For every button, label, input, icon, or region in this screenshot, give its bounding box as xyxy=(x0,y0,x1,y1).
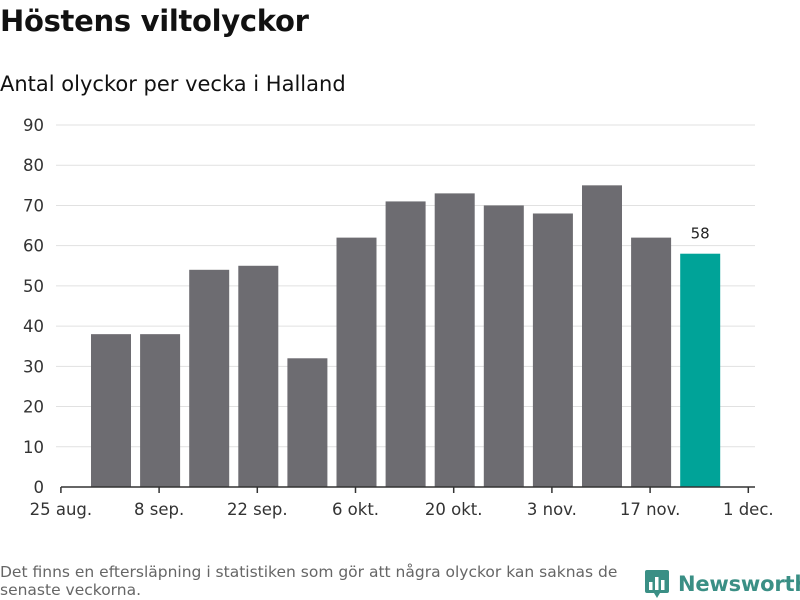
bar-10 xyxy=(532,213,573,487)
y-tick-label: 60 xyxy=(23,237,44,256)
y-tick-label: 40 xyxy=(23,317,44,336)
bar-13 xyxy=(680,253,721,487)
x-tick-label: 22 sep. xyxy=(227,500,288,519)
bar-2 xyxy=(140,334,181,487)
x-tick-label: 1 dec. xyxy=(723,500,774,519)
bar-8 xyxy=(434,193,475,487)
x-tick-label: 6 okt. xyxy=(332,500,379,519)
x-tick-label: 20 okt. xyxy=(425,500,483,519)
bar-7 xyxy=(385,201,426,487)
x-tick-label: 8 sep. xyxy=(134,500,184,519)
y-tick-label: 80 xyxy=(23,156,44,175)
bar-11 xyxy=(582,185,622,488)
bar-4 xyxy=(238,265,279,487)
brand-logo: Newsworthy xyxy=(644,568,800,600)
bar-chart: 0 10 20 30 40 50 60 70 80 90 25 aug. 8 sep. 22 sep.… xyxy=(23,116,774,519)
y-axis-labels: 0 10 20 30 40 50 60 70 80 90 xyxy=(23,116,44,497)
y-tick-label: 70 xyxy=(23,196,44,215)
data-labels: 58 xyxy=(691,225,710,243)
x-tick-label: 25 aug. xyxy=(30,500,93,519)
bar-12 xyxy=(631,237,672,487)
x-tick-label: 17 nov. xyxy=(620,500,681,519)
bar-chart-logo-icon xyxy=(645,570,669,598)
y-tick-label: 30 xyxy=(23,357,44,376)
brand-name: Newsworthy xyxy=(678,572,800,596)
bar-3 xyxy=(189,269,230,487)
chart-title: Höstens viltolyckor xyxy=(0,4,309,38)
y-tick-label: 0 xyxy=(34,478,45,497)
bar-5 xyxy=(287,358,328,487)
bars xyxy=(91,185,721,488)
x-tick-label: 3 nov. xyxy=(527,500,577,519)
bar-9 xyxy=(483,205,524,487)
data-label: 58 xyxy=(691,225,710,243)
y-tick-label: 90 xyxy=(23,116,44,135)
x-axis xyxy=(60,486,755,493)
footnote: Det finns en eftersläpning i statistiken… xyxy=(0,563,618,599)
bar-6 xyxy=(336,237,377,487)
chart-subtitle: Antal olyckor per vecka i Halland xyxy=(0,72,346,96)
x-axis-labels: 25 aug. 8 sep. 22 sep. 6 okt. 20 okt. 3 nov. 1… xyxy=(30,500,774,519)
bar-1 xyxy=(91,334,131,487)
y-tick-label: 10 xyxy=(23,438,44,457)
y-tick-label: 50 xyxy=(23,277,44,296)
y-tick-label: 20 xyxy=(23,398,44,417)
